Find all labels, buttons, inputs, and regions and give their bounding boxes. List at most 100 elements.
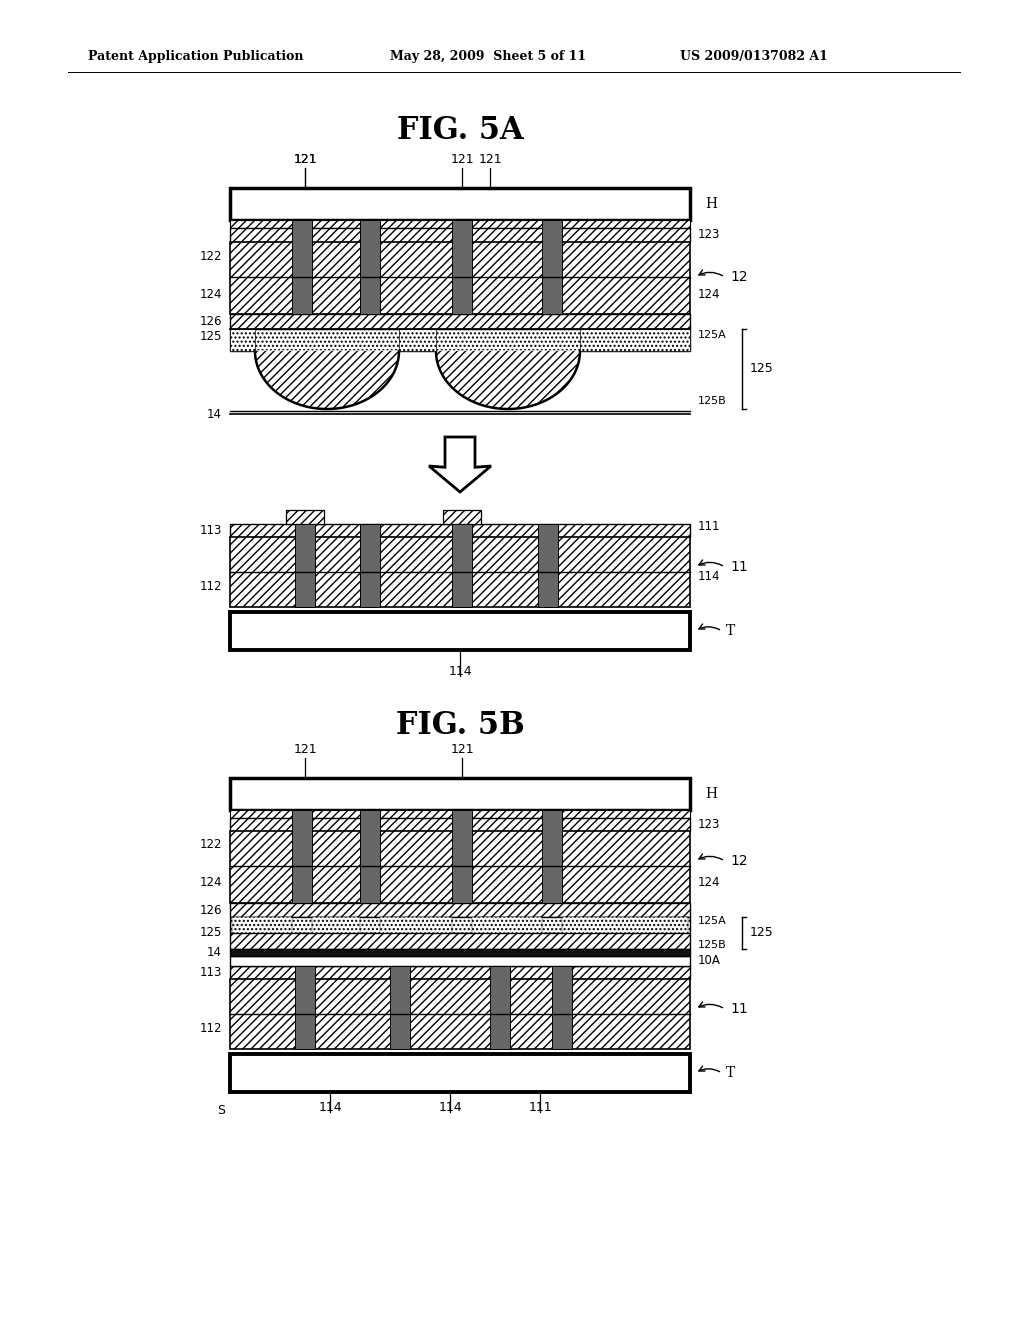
Text: 14: 14: [207, 408, 222, 421]
Text: H: H: [705, 787, 717, 801]
Text: May 28, 2009  Sheet 5 of 11: May 28, 2009 Sheet 5 of 11: [390, 50, 586, 63]
Bar: [230, 329, 690, 351]
Text: 121: 121: [451, 743, 474, 756]
Text: 126: 126: [200, 903, 222, 916]
Bar: [360, 524, 380, 607]
Text: 125: 125: [750, 927, 774, 940]
Bar: [230, 810, 690, 818]
Text: 125B: 125B: [698, 940, 727, 950]
Text: 121: 121: [293, 743, 316, 756]
Bar: [232, 917, 292, 933]
Bar: [552, 966, 572, 1049]
Text: 114: 114: [438, 1101, 462, 1114]
Text: 124: 124: [698, 288, 721, 301]
Bar: [230, 966, 690, 979]
Polygon shape: [255, 351, 399, 409]
Text: T: T: [726, 1067, 735, 1080]
Bar: [580, 329, 690, 351]
Bar: [312, 917, 360, 933]
Text: H: H: [705, 197, 717, 211]
Bar: [230, 917, 690, 933]
Text: 121: 121: [293, 153, 316, 166]
Bar: [230, 612, 690, 649]
Bar: [542, 220, 562, 314]
Bar: [490, 966, 510, 1049]
Bar: [443, 510, 481, 524]
Text: FIG. 5A: FIG. 5A: [396, 115, 523, 147]
Bar: [230, 903, 690, 917]
Text: 112: 112: [200, 581, 222, 594]
Bar: [292, 220, 312, 314]
Bar: [360, 220, 380, 314]
Bar: [452, 220, 472, 314]
Text: 10A: 10A: [698, 954, 721, 968]
Text: S: S: [217, 1104, 225, 1117]
Bar: [472, 917, 542, 933]
Bar: [230, 329, 255, 351]
Text: Patent Application Publication: Patent Application Publication: [88, 50, 303, 63]
Text: 111: 111: [698, 520, 721, 533]
Text: 125: 125: [200, 927, 222, 940]
Bar: [360, 220, 380, 314]
Bar: [230, 220, 690, 228]
Bar: [230, 949, 690, 956]
Text: 124: 124: [200, 288, 222, 301]
Bar: [230, 228, 690, 242]
Text: 123: 123: [698, 228, 720, 242]
Bar: [292, 220, 312, 314]
Bar: [230, 187, 690, 220]
Text: 124: 124: [200, 876, 222, 890]
Text: 122: 122: [200, 838, 222, 851]
Polygon shape: [436, 351, 580, 409]
Text: T: T: [726, 624, 735, 638]
Text: 121: 121: [478, 153, 502, 166]
Text: 114: 114: [698, 569, 721, 582]
Text: FIG. 5B: FIG. 5B: [395, 710, 524, 741]
Text: 122: 122: [200, 251, 222, 264]
Text: 112: 112: [200, 1023, 222, 1035]
Text: 113: 113: [200, 965, 222, 978]
Text: 126: 126: [200, 315, 222, 327]
Bar: [230, 1053, 690, 1092]
Bar: [295, 966, 315, 1049]
Text: 114: 114: [449, 665, 472, 678]
Text: 125: 125: [750, 363, 774, 375]
Bar: [380, 917, 452, 933]
Text: 125A: 125A: [698, 330, 727, 341]
Bar: [230, 242, 690, 314]
Bar: [230, 537, 690, 607]
FancyArrow shape: [429, 437, 490, 492]
Bar: [230, 314, 690, 329]
Bar: [292, 810, 312, 903]
Bar: [542, 220, 562, 314]
Text: 124: 124: [698, 876, 721, 890]
Text: US 2009/0137082 A1: US 2009/0137082 A1: [680, 50, 827, 63]
Bar: [230, 777, 690, 810]
Text: 111: 111: [528, 1101, 552, 1114]
Bar: [452, 810, 472, 903]
Bar: [230, 979, 690, 1049]
Text: 125A: 125A: [698, 916, 727, 927]
Bar: [286, 510, 324, 524]
Text: 125B: 125B: [698, 396, 727, 407]
Bar: [542, 810, 562, 903]
Text: 14: 14: [207, 946, 222, 960]
Bar: [538, 524, 558, 607]
Bar: [230, 832, 690, 903]
Bar: [562, 917, 688, 933]
Text: 114: 114: [318, 1101, 342, 1114]
Bar: [230, 524, 690, 537]
Text: 12: 12: [730, 854, 748, 869]
Text: 121: 121: [451, 153, 474, 166]
Bar: [230, 818, 690, 832]
Text: 113: 113: [200, 524, 222, 536]
Text: 121: 121: [293, 153, 316, 166]
Bar: [295, 524, 315, 607]
Bar: [399, 329, 436, 351]
Text: 125: 125: [200, 330, 222, 343]
Bar: [360, 810, 380, 903]
Bar: [452, 220, 472, 314]
Text: 11: 11: [730, 1002, 748, 1016]
Bar: [390, 966, 410, 1049]
Text: 11: 11: [730, 560, 748, 574]
